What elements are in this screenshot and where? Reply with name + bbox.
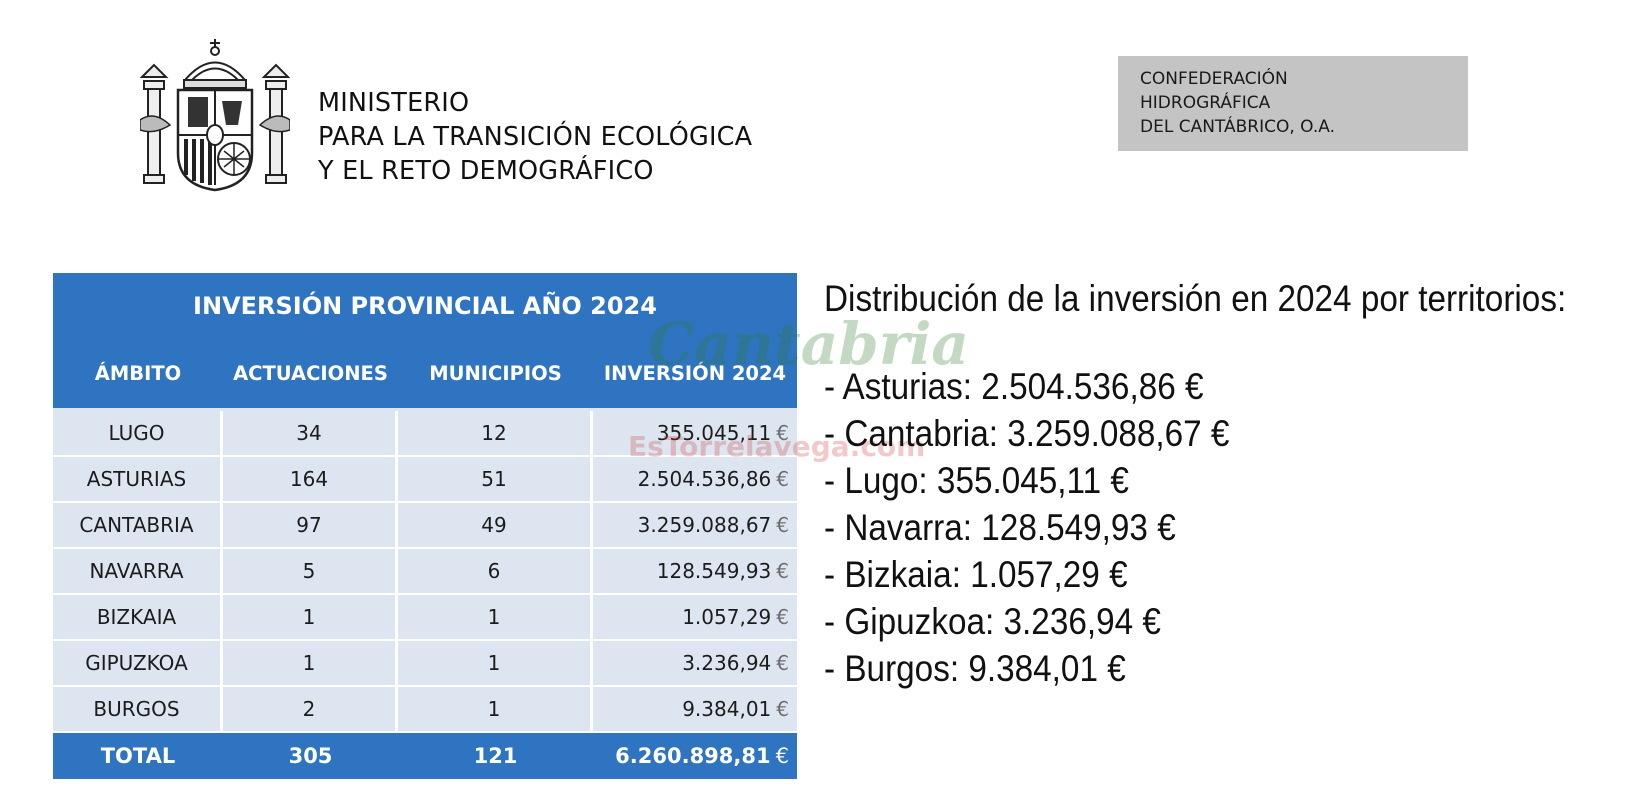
- cell-municipios: 1: [398, 687, 593, 733]
- list-item: - Bizkaia: 1.057,29 €: [824, 554, 1128, 595]
- column-header-inversion: INVERSIÓN 2024: [603, 362, 787, 385]
- inversion-value: 2.504.536,86: [637, 467, 772, 491]
- column-header-municipios: MUNICIPIOS: [429, 362, 562, 385]
- total-municipios: 121: [473, 744, 518, 768]
- total-inversion: 6.260.898,81 €: [593, 733, 797, 779]
- cell-inversion: 3.259.088,67 €: [593, 503, 797, 549]
- cell-ambito: NAVARRA: [53, 549, 223, 595]
- cell-actuaciones: 97: [223, 503, 398, 549]
- distribution-title: Distribución de la inversión en 2024 por…: [824, 278, 1567, 319]
- list-item: - Navarra: 128.549,93 €: [824, 507, 1176, 548]
- cell-actuaciones: 2: [223, 687, 398, 733]
- cell-inversion: 128.549,93 €: [593, 549, 797, 595]
- cell-ambito: BURGOS: [53, 687, 223, 733]
- distribution-list: - Asturias: 2.504.536,86 € - Cantabria: …: [824, 363, 1641, 692]
- cell-actuaciones: 164: [223, 457, 398, 503]
- column-header-ambito: ÁMBITO: [94, 362, 182, 385]
- distribution-section: Distribución de la inversión en 2024 por…: [824, 275, 1641, 692]
- ministry-line-2: PARA LA TRANSICIÓN ECOLÓGICA: [318, 122, 753, 152]
- table-row: CANTABRIA 97 49 3.259.088,67 €: [53, 503, 797, 549]
- list-item: - Burgos: 9.384,01 €: [824, 648, 1126, 689]
- inversion-value: 3.259.088,67: [637, 513, 772, 537]
- table-row: BIZKAIA 1 1 1.057,29 €: [53, 595, 797, 641]
- cell-inversion: 9.384,01 €: [593, 687, 797, 733]
- cell-ambito: LUGO: [53, 411, 223, 457]
- table-row: BURGOS 2 1 9.384,01 €: [53, 687, 797, 733]
- cell-actuaciones: 34: [223, 411, 398, 457]
- confederation-line-3: DEL CANTÁBRICO, O.A.: [1140, 117, 1335, 137]
- cell-actuaciones: 5: [223, 549, 398, 595]
- euro-symbol: €: [776, 651, 789, 675]
- cell-municipios: 1: [398, 641, 593, 687]
- cell-actuaciones: 1: [223, 641, 398, 687]
- cell-municipios: 51: [398, 457, 593, 503]
- cell-actuaciones: 1: [223, 595, 398, 641]
- cell-inversion: 1.057,29 €: [593, 595, 797, 641]
- table-total-row: TOTAL 305 121 6.260.898,81 €: [53, 733, 797, 779]
- table-row: NAVARRA 5 6 128.549,93 €: [53, 549, 797, 595]
- cell-municipios: 12: [398, 411, 593, 457]
- list-item: - Cantabria: 3.259.088,67 €: [824, 413, 1230, 454]
- euro-symbol: €: [776, 421, 789, 445]
- table-row: ASTURIAS 164 51 2.504.536,86 €: [53, 457, 797, 503]
- cell-ambito: BIZKAIA: [53, 595, 223, 641]
- cell-municipios: 49: [398, 503, 593, 549]
- investment-table: INVERSIÓN PROVINCIAL AÑO 2024 ÁMBITO ACT…: [53, 273, 797, 779]
- cell-ambito: ASTURIAS: [53, 457, 223, 503]
- table-header-row: ÁMBITO ACTUACIONES MUNICIPIOS INVERSIÓN …: [53, 339, 797, 408]
- cell-municipios: 1: [398, 595, 593, 641]
- total-label: TOTAL: [100, 744, 176, 768]
- cell-ambito: GIPUZKOA: [53, 641, 223, 687]
- confederation-line-2: HIDROGRÁFICA: [1140, 93, 1271, 113]
- ministry-name: MINISTERIO PARA LA TRANSICIÓN ECOLÓGICA …: [318, 86, 752, 188]
- inversion-value: 355.045,11: [656, 421, 772, 445]
- confederation-line-1: CONFEDERACIÓN: [1140, 69, 1288, 89]
- euro-symbol: €: [775, 744, 789, 768]
- euro-symbol: €: [776, 697, 789, 721]
- cell-inversion: 2.504.536,86 €: [593, 457, 797, 503]
- table-row: GIPUZKOA 1 1 3.236,94 €: [53, 641, 797, 687]
- inversion-value: 1.057,29: [682, 605, 772, 629]
- total-inversion-value: 6.260.898,81: [615, 744, 771, 768]
- euro-symbol: €: [776, 559, 789, 583]
- total-actuaciones: 305: [288, 744, 333, 768]
- confederation-badge: CONFEDERACIÓN HIDROGRÁFICA DEL CANTÁBRIC…: [1118, 56, 1468, 151]
- cell-inversion: 3.236,94 €: [593, 641, 797, 687]
- table-row: LUGO 34 12 355.045,11 €: [53, 411, 797, 457]
- table-body: LUGO 34 12 355.045,11 € ASTURIAS 164 51 2…: [53, 408, 797, 733]
- list-item: - Gipuzkoa: 3.236,94 €: [824, 601, 1161, 642]
- inversion-value: 3.236,94: [682, 651, 772, 675]
- cell-inversion: 355.045,11 €: [593, 411, 797, 457]
- inversion-value: 9.384,01: [682, 697, 772, 721]
- ministry-line-3: Y EL RETO DEMOGRÁFICO: [318, 156, 654, 186]
- euro-symbol: €: [776, 605, 789, 629]
- column-header-actuaciones: ACTUACIONES: [233, 362, 388, 385]
- list-item: - Lugo: 355.045,11 €: [824, 460, 1129, 501]
- euro-symbol: €: [776, 467, 789, 491]
- cell-ambito: CANTABRIA: [53, 503, 223, 549]
- euro-symbol: €: [776, 513, 789, 537]
- list-item: - Asturias: 2.504.536,86 €: [824, 366, 1204, 407]
- ministry-line-1: MINISTERIO: [318, 88, 470, 118]
- inversion-value: 128.549,93: [656, 559, 772, 583]
- coat-of-arms-logo: [140, 39, 290, 192]
- cell-municipios: 6: [398, 549, 593, 595]
- table-title: INVERSIÓN PROVINCIAL AÑO 2024: [53, 273, 797, 339]
